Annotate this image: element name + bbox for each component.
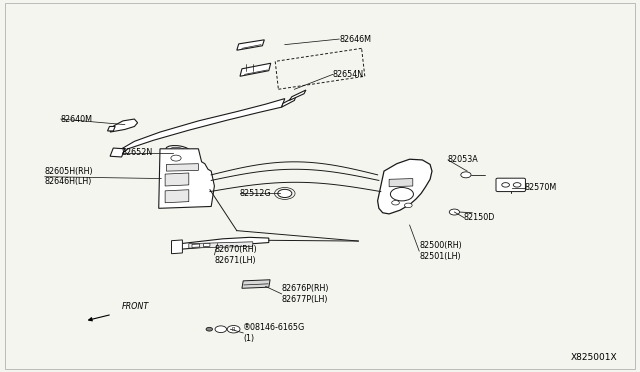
Polygon shape	[204, 243, 210, 247]
Text: 82605H(RH)
82646H(LH): 82605H(RH) 82646H(LH)	[45, 167, 93, 186]
Ellipse shape	[166, 145, 190, 154]
Circle shape	[513, 183, 521, 187]
Polygon shape	[165, 190, 189, 203]
Polygon shape	[159, 149, 214, 208]
Circle shape	[390, 187, 413, 201]
Text: 82500(RH)
82501(LH): 82500(RH) 82501(LH)	[419, 241, 462, 261]
Circle shape	[502, 183, 509, 187]
Polygon shape	[118, 99, 285, 156]
Polygon shape	[389, 179, 413, 187]
Text: FRONT: FRONT	[122, 302, 149, 311]
Polygon shape	[282, 97, 296, 107]
Polygon shape	[289, 90, 306, 100]
Polygon shape	[110, 148, 125, 157]
Circle shape	[206, 327, 212, 331]
Polygon shape	[237, 40, 264, 50]
Polygon shape	[240, 63, 271, 76]
Circle shape	[449, 209, 460, 215]
Text: 82646M: 82646M	[339, 35, 371, 44]
Ellipse shape	[170, 147, 186, 153]
Circle shape	[404, 203, 412, 208]
Circle shape	[215, 326, 227, 333]
Text: 82676P(RH)
82677P(LH): 82676P(RH) 82677P(LH)	[282, 284, 329, 304]
Polygon shape	[166, 164, 198, 171]
Circle shape	[461, 172, 471, 178]
Text: 82570M: 82570M	[525, 183, 557, 192]
Polygon shape	[108, 126, 115, 131]
Text: X825001X: X825001X	[571, 353, 618, 362]
Text: 82654N: 82654N	[333, 70, 364, 79]
Polygon shape	[242, 280, 270, 288]
Text: 82512G: 82512G	[240, 189, 271, 198]
Text: 82053A: 82053A	[448, 155, 479, 164]
Text: 82652N: 82652N	[122, 148, 153, 157]
Text: 82640M: 82640M	[61, 115, 93, 124]
Text: 82670(RH)
82671(LH): 82670(RH) 82671(LH)	[214, 245, 257, 264]
Circle shape	[227, 326, 240, 333]
Text: 82150D: 82150D	[464, 213, 495, 222]
Circle shape	[392, 201, 399, 205]
Circle shape	[278, 189, 292, 198]
FancyBboxPatch shape	[496, 178, 525, 192]
Polygon shape	[189, 242, 253, 248]
Polygon shape	[110, 119, 138, 132]
Polygon shape	[165, 173, 189, 186]
Circle shape	[171, 155, 181, 161]
Polygon shape	[180, 237, 269, 249]
Polygon shape	[378, 159, 432, 214]
Polygon shape	[172, 240, 182, 254]
Text: ®08146-6165G
(1): ®08146-6165G (1)	[243, 323, 305, 343]
Text: R: R	[232, 327, 236, 332]
Polygon shape	[192, 244, 200, 247]
